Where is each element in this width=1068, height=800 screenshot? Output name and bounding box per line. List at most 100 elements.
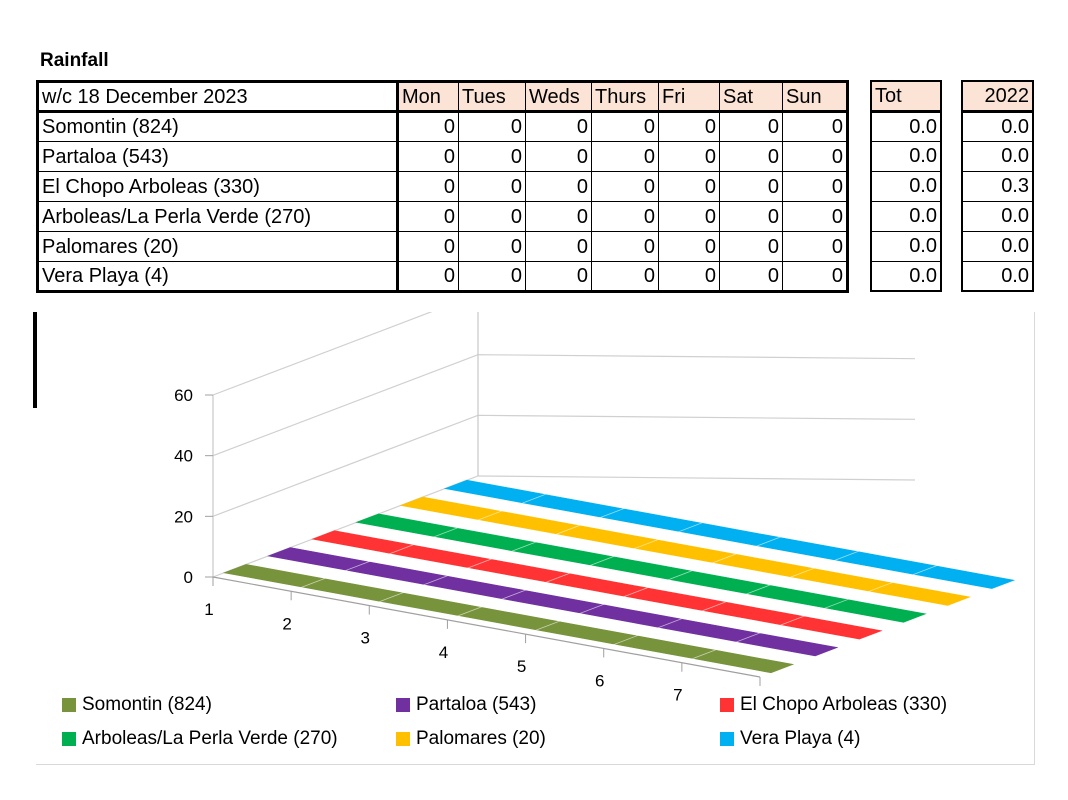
x-tick-label: 6: [595, 671, 604, 690]
day-header: Sat: [719, 81, 783, 113]
bar: [355, 513, 458, 537]
total-value: 0.0: [870, 200, 942, 232]
bar: [345, 561, 448, 585]
rain-value: 0: [782, 111, 848, 142]
legend-swatch: [62, 732, 76, 746]
x-tick-label: 1: [204, 600, 213, 619]
legend-item: Vera Playa (4): [720, 728, 860, 750]
rain-value: 0: [525, 111, 592, 142]
rain-value: 0: [591, 141, 659, 172]
rain-value: 0: [719, 141, 783, 172]
y-tick-label: 40: [174, 447, 193, 466]
y-tick-label: 60: [174, 386, 193, 405]
rain-value: 0: [658, 231, 720, 262]
year-2022-table: 2022 0.0 0.0 0.3 0.0 0.0 0.0: [961, 80, 1034, 292]
bar: [521, 494, 625, 518]
day-header: Thurs: [591, 81, 659, 113]
table-row: Arboleas/La Perla Verde (270) 0 0 0 0 0 …: [37, 201, 848, 232]
rain-value: 0: [658, 141, 720, 172]
year-value: 0.0: [961, 110, 1034, 142]
bar: [678, 522, 781, 547]
bar: [600, 508, 703, 532]
bar: [868, 582, 971, 606]
legend-label: Somontin (824): [82, 694, 212, 715]
floor-divider: [681, 561, 947, 664]
bar: [222, 564, 326, 588]
x-tick-label: 7: [673, 686, 682, 705]
rain-value: 0: [397, 231, 459, 262]
total-value: 0.0: [870, 230, 942, 262]
place-name: Arboleas/La Perla Verde (270): [37, 201, 399, 232]
bar: [467, 558, 571, 583]
rain-value: 0: [397, 201, 459, 232]
rain-value: 0: [458, 141, 526, 172]
chart-legend: Somontin (824) Partaloa (543) El Chopo Arb…: [62, 694, 1032, 758]
bar: [746, 584, 849, 609]
total-value: 0.0: [870, 140, 942, 172]
rain-value: 0: [719, 261, 783, 292]
rain-value: 0: [719, 231, 783, 262]
rain-value: 0: [591, 111, 659, 142]
rain-value: 0: [719, 171, 783, 202]
place-name: Vera Playa (4): [37, 261, 399, 292]
legend-swatch: [720, 732, 734, 746]
rain-value: 0: [525, 141, 592, 172]
bar: [691, 649, 795, 674]
floor-divider: [369, 504, 635, 606]
place-name: Somontin (824): [37, 111, 399, 142]
rain-value: 0: [719, 201, 783, 232]
rain-value: 0: [591, 201, 659, 232]
bar: [735, 632, 839, 657]
place-name: El Chopo Arboleas (330): [37, 171, 399, 202]
year-value: 0.0: [961, 260, 1034, 292]
rain-value: 0: [397, 261, 459, 292]
bar: [657, 618, 761, 643]
rain-value: 0: [525, 201, 592, 232]
floor-divider: [525, 532, 791, 635]
bar: [589, 556, 693, 580]
table-row: Somontin (824) 0 0 0 0 0 0 0: [37, 111, 848, 142]
bar: [501, 590, 605, 614]
bar: [623, 587, 727, 611]
bar: [633, 539, 737, 563]
floor-divider: [447, 518, 713, 621]
bar: [756, 537, 859, 561]
bar: [399, 496, 503, 521]
rain-value: 0: [591, 231, 659, 262]
day-header: Weds: [525, 81, 592, 113]
x-tick-label: 4: [439, 643, 448, 662]
legend-item: Palomares (20): [396, 728, 546, 750]
legend-label: El Chopo Arboleas (330): [740, 694, 948, 715]
legend-label: Arboleas/La Perla Verde (270): [82, 728, 338, 749]
rain-value: 0: [458, 261, 526, 292]
floor-divider: [603, 547, 869, 649]
table-row: El Chopo Arboleas (330) 0 0 0 0 0 0 0: [37, 171, 848, 202]
rain-value: 0: [782, 231, 848, 262]
bar: [389, 544, 492, 569]
legend-swatch: [396, 732, 410, 746]
rain-value: 0: [397, 141, 459, 172]
year-header: 2022: [961, 80, 1034, 113]
rain-value: 0: [658, 171, 720, 202]
x-tick-label: 5: [517, 657, 526, 676]
bar: [824, 599, 927, 623]
bar: [613, 635, 717, 659]
week-label: w/c 18 December 2023: [37, 81, 399, 113]
rain-value: 0: [397, 171, 459, 202]
bar: [311, 530, 414, 554]
bar: [912, 565, 1016, 589]
legend-item: Partaloa (543): [396, 694, 536, 716]
legend-swatch: [62, 698, 76, 712]
rain-value: 0: [458, 231, 526, 262]
bar: [701, 601, 805, 626]
total-value: 0.0: [870, 110, 942, 142]
y-tick-label: 20: [174, 507, 193, 526]
bar: [780, 616, 883, 640]
day-header: Sun: [782, 81, 848, 113]
year-value: 0.3: [961, 170, 1034, 202]
gridline: [212, 354, 916, 457]
bar: [535, 621, 638, 645]
bar: [555, 525, 659, 549]
rainfall-table: w/c 18 December 2023 Mon Tues Weds Thurs…: [36, 80, 849, 293]
x-axis: [212, 576, 761, 678]
